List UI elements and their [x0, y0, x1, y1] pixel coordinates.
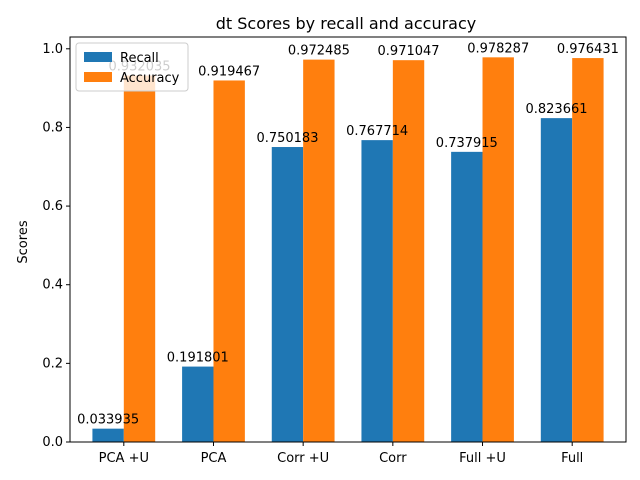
y-tick-label: 0.6 — [42, 199, 63, 214]
y-tick-label: 1.0 — [42, 42, 63, 57]
legend-label-recall: Recall — [120, 51, 159, 66]
x-tick-label: PCA +U — [99, 451, 149, 466]
data-label-recall-0: 0.033935 — [77, 413, 139, 428]
y-tick-label: 0.4 — [42, 278, 63, 293]
chart-title: dt Scores by recall and accuracy — [216, 14, 476, 33]
data-label-accuracy-5: 0.976431 — [557, 42, 619, 57]
data-label-accuracy-2: 0.972485 — [288, 44, 350, 59]
legend-swatch-recall — [84, 52, 112, 62]
y-axis-label: Scores — [16, 220, 31, 263]
axes-layer: 0.0 0.2 0.4 0.6 0.8 1.0 PCA +U PCA Corr +U Corr Fu… — [42, 36, 627, 466]
bar-accuracy-1 — [213, 80, 245, 442]
data-label-recall-4: 0.737915 — [436, 136, 498, 151]
legend-swatch-accuracy — [84, 72, 112, 82]
bar-recall-1 — [182, 366, 214, 442]
x-tick-label: Corr — [379, 451, 407, 466]
data-label-recall-2: 0.750183 — [256, 131, 318, 146]
data-labels-layer: 0.033935 0.191801 0.750183 0.767714 0.737915… — [77, 41, 619, 427]
x-tick-label: Full — [561, 451, 583, 466]
bar-accuracy-2 — [303, 59, 335, 443]
y-tick-label: 0.8 — [42, 120, 63, 135]
bar-recall-4 — [451, 151, 483, 443]
x-tick-label: Corr +U — [277, 451, 329, 466]
bars-layer — [92, 57, 604, 443]
y-tick-label: 0.0 — [42, 435, 63, 450]
bar-recall-3 — [361, 140, 393, 442]
bar-accuracy-0 — [123, 75, 156, 443]
x-tick-label: Full +U — [459, 451, 506, 466]
data-label-recall-3: 0.767714 — [346, 124, 408, 139]
y-tick-label: 0.2 — [42, 356, 63, 371]
data-label-accuracy-4: 0.978287 — [467, 41, 529, 56]
bar-accuracy-4 — [482, 57, 514, 443]
bar-recall-5 — [540, 118, 573, 442]
bar-accuracy-3 — [392, 60, 425, 443]
legend-label-accuracy: Accuracy — [120, 71, 180, 86]
bar-recall-2 — [271, 147, 304, 442]
bar-accuracy-5 — [572, 58, 604, 442]
data-label-recall-1: 0.191801 — [167, 351, 229, 366]
x-tick-label: PCA — [201, 451, 227, 466]
bar-recall-0 — [92, 428, 124, 442]
data-label-accuracy-1: 0.919467 — [198, 64, 260, 79]
data-label-accuracy-3: 0.971047 — [378, 44, 440, 59]
plot-frame — [69, 36, 627, 443]
legend: Recall Accuracy — [75, 42, 189, 92]
data-label-recall-5: 0.823661 — [525, 102, 587, 117]
